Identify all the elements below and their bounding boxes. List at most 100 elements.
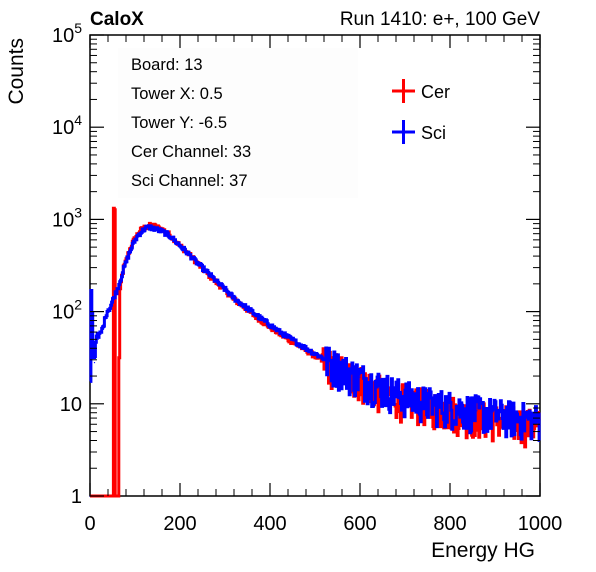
- data-point-cer: [119, 294, 121, 296]
- data-point-sci: [159, 229, 161, 231]
- data-point-cer: [112, 495, 114, 497]
- data-point-sci: [485, 411, 487, 413]
- data-point-sci: [147, 226, 150, 228]
- data-point-sci: [224, 288, 226, 290]
- data-point-sci: [422, 400, 424, 402]
- data-point-sci: [260, 318, 262, 320]
- info-box: Board: 13 Tower X: 0.5 Tower Y: -6.5 Cer…: [118, 48, 358, 198]
- x-tick-label: 600: [343, 513, 376, 535]
- data-point-sci: [154, 228, 156, 230]
- series-layer: [89, 206, 541, 498]
- data-point-sci: [98, 334, 100, 337]
- data-point-sci: [458, 407, 460, 409]
- x-tick-label: 400: [253, 513, 286, 535]
- data-point-sci: [296, 342, 298, 344]
- data-point-sci: [136, 236, 138, 238]
- data-point-sci: [467, 408, 469, 410]
- header-right-label: Run 1410: e+, 100 GeV: [340, 9, 541, 30]
- x-axis: 0 200 400 600 800 1000: [84, 35, 562, 535]
- data-point-sci: [530, 418, 532, 420]
- y-tick-label: 103: [52, 204, 82, 231]
- data-point-sci: [120, 275, 123, 278]
- data-point-cer: [116, 495, 118, 497]
- data-point-sci: [395, 392, 397, 394]
- info-box-background: [118, 48, 358, 198]
- legend-label-cer: Cer: [421, 82, 450, 102]
- data-point-sci: [123, 268, 125, 270]
- data-point-sci: [323, 357, 325, 360]
- data-point-sci: [332, 363, 334, 365]
- info-sci-channel: Sci Channel: 37: [131, 172, 248, 190]
- data-point-sci: [125, 262, 127, 264]
- data-point-sci: [350, 372, 352, 374]
- data-point-sci: [114, 294, 116, 296]
- data-point-sci: [233, 297, 235, 299]
- data-point-sci: [251, 311, 253, 313]
- data-point-sci: [102, 325, 105, 327]
- data-point-sci: [287, 336, 289, 338]
- y-tick-label: 102: [52, 297, 82, 324]
- data-point-sci: [134, 239, 136, 242]
- data-point-sci: [431, 402, 433, 404]
- x-tick-label: 1000: [518, 513, 563, 535]
- data-point-sci: [105, 315, 107, 317]
- data-point-sci: [170, 236, 172, 238]
- x-axis-title: Energy HG: [431, 539, 535, 562]
- series-line-sci: [89, 224, 541, 442]
- data-point-sci: [377, 384, 379, 386]
- data-point-sci: [132, 244, 134, 246]
- data-point-sci: [449, 405, 451, 407]
- data-point-cer: [115, 495, 117, 497]
- info-tower-y: Tower Y: -6.5: [131, 114, 227, 132]
- y-tick-label: 105: [52, 20, 82, 47]
- x-tick-label: 0: [84, 513, 95, 535]
- data-point-sci: [503, 414, 505, 416]
- data-point-sci: [269, 324, 271, 326]
- series-points-sci: [89, 226, 541, 497]
- data-point-cer: [117, 495, 119, 497]
- info-board: Board: 13: [131, 56, 203, 74]
- y-tick-label: 10: [60, 394, 82, 416]
- data-point-sci: [93, 362, 96, 364]
- data-point-sci: [215, 280, 217, 282]
- data-point-sci: [278, 330, 280, 332]
- data-point-sci: [368, 380, 370, 382]
- legend-label-sci: Sci: [421, 123, 446, 143]
- y-tick-label: 104: [52, 112, 82, 139]
- x-tick-label: 800: [433, 513, 466, 535]
- data-point-sci: [440, 404, 442, 406]
- data-point-sci: [111, 300, 114, 302]
- data-point-sci: [359, 376, 361, 378]
- data-point-sci: [521, 416, 523, 419]
- data-point-sci: [314, 353, 316, 355]
- data-point-sci: [93, 353, 95, 355]
- legend-entry-sci: Sci: [392, 120, 446, 144]
- y-axis: 1 10 102 103 104 105: [52, 20, 540, 508]
- x-tick-label: 200: [163, 513, 196, 535]
- data-point-sci: [129, 249, 132, 252]
- data-point-sci: [150, 226, 152, 228]
- data-point-sci: [188, 253, 190, 255]
- info-cer-channel: Cer Channel: 33: [131, 143, 251, 161]
- data-point-sci: [197, 263, 199, 265]
- legend-entry-cer: Cer: [392, 79, 450, 103]
- data-point-sci: [386, 388, 388, 390]
- data-point-sci: [161, 230, 163, 233]
- y-axis-title: Counts: [5, 38, 28, 105]
- data-point-sci: [107, 309, 109, 311]
- data-point-sci: [95, 334, 97, 337]
- data-point-cer: [377, 389, 379, 391]
- data-point-sci: [206, 271, 208, 273]
- data-point-sci: [413, 398, 415, 400]
- data-point-sci: [145, 227, 147, 229]
- data-point-sci: [305, 347, 307, 349]
- data-point-sci: [165, 233, 168, 235]
- data-point-sci: [174, 240, 177, 242]
- data-point-sci: [152, 227, 154, 229]
- y-tick-label: 1: [71, 486, 82, 508]
- data-point-sci: [539, 419, 541, 421]
- data-point-sci: [494, 413, 496, 415]
- data-point-sci: [127, 255, 129, 257]
- data-point-sci: [179, 245, 181, 247]
